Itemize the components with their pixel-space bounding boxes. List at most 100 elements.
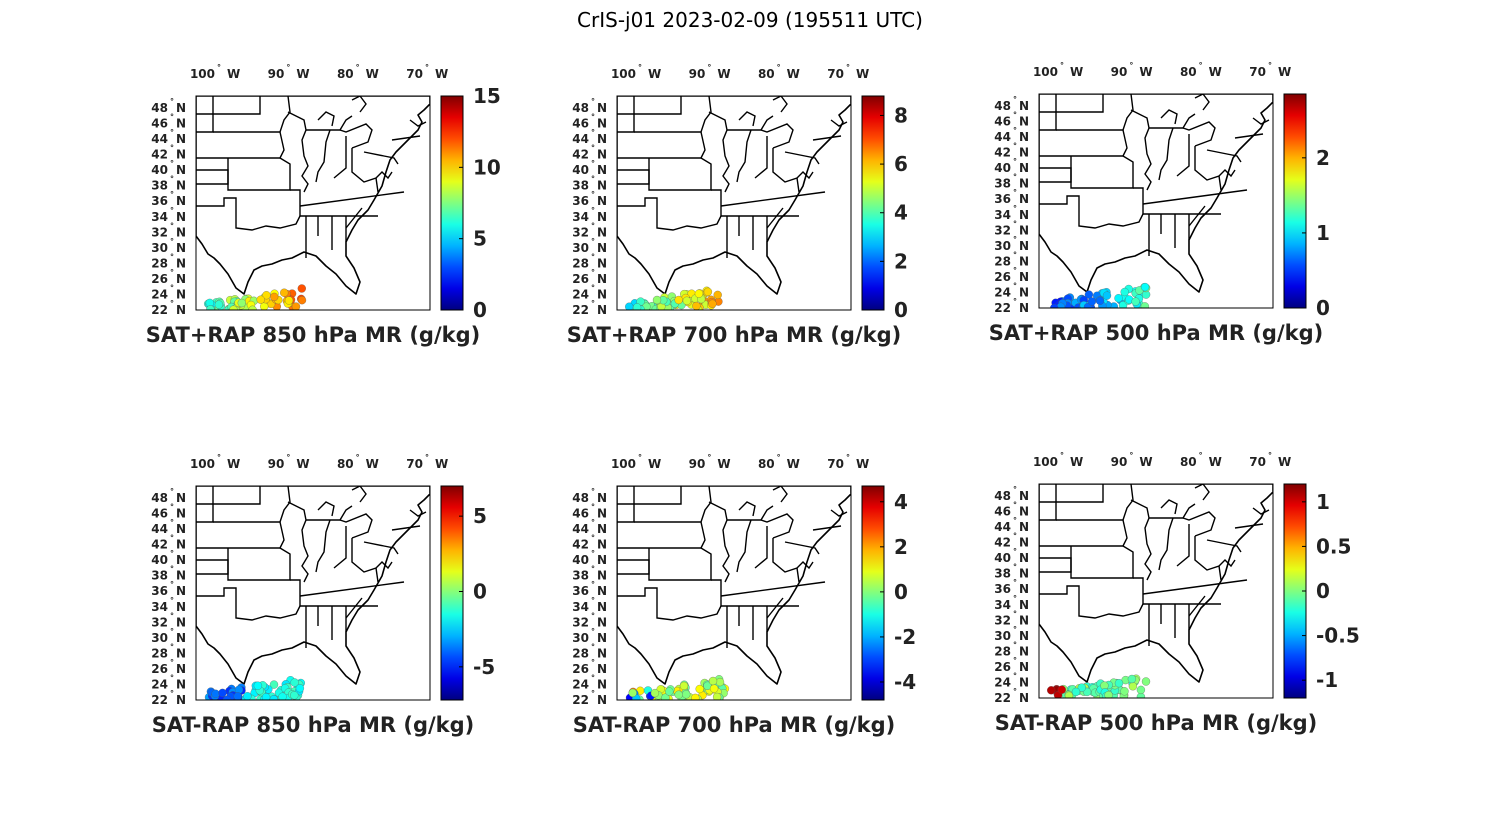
lat-tick-label: 30: [994, 239, 1011, 253]
lat-tick-label: 24: [572, 287, 589, 301]
lat-tick-label: 32: [994, 223, 1011, 237]
lon-tick-label: 70: [1249, 65, 1266, 79]
state-boundary: [720, 581, 826, 597]
state-boundary: [830, 119, 848, 127]
lat-suffix: N: [597, 101, 607, 115]
lon-suffix: W: [1070, 65, 1083, 79]
map-svg: 100 ° W 90 ° W 80 ° W 70 ° W48 ° N46 ° N44 ° N42 ° N40 ° N38 °…: [151, 453, 495, 737]
swath-point: [694, 289, 704, 298]
lat-tick-label: 42: [572, 148, 589, 162]
state-boundary: [766, 597, 784, 619]
state-boundary: [1130, 499, 1152, 581]
lat-tick-label: 24: [572, 677, 589, 691]
colorbar: [861, 485, 885, 701]
degree-symbol: °: [170, 627, 174, 636]
degree-symbol: °: [591, 689, 595, 698]
lat-tick-label: 44: [994, 520, 1011, 534]
lat-suffix: N: [1019, 146, 1029, 160]
swath-point: [278, 692, 287, 700]
swath-point: [713, 290, 722, 300]
lat-suffix: N: [597, 615, 607, 629]
lon-suffix: W: [1139, 455, 1152, 469]
degree-symbol: °: [591, 128, 595, 137]
degree-symbol: °: [170, 549, 174, 558]
state-boundary: [1252, 117, 1270, 125]
lon-suffix: W: [366, 457, 379, 471]
state-boundary: [1206, 149, 1242, 163]
degree-symbol: °: [170, 97, 174, 106]
lat-suffix: N: [176, 693, 186, 707]
degree-symbol: °: [1013, 609, 1017, 618]
lat-suffix: N: [1019, 489, 1029, 503]
state-boundary: [617, 96, 682, 115]
lat-tick-label: 24: [151, 677, 168, 691]
swath-point: [1136, 685, 1146, 695]
lat-tick-label: 48: [572, 491, 589, 505]
lat-tick-label: 36: [994, 582, 1011, 596]
state-boundary: [375, 567, 379, 583]
swath-point: [1102, 291, 1112, 300]
lat-tick-label: 48: [994, 489, 1011, 503]
lat-tick-label: 46: [572, 507, 589, 521]
lat-suffix: N: [1019, 536, 1029, 550]
state-boundary: [1130, 109, 1152, 191]
panel-title: SAT-RAP 850 hPa MR (g/kg): [152, 713, 475, 737]
state-boundary: [1133, 187, 1144, 214]
colorbar-tick-label: 0: [473, 298, 487, 322]
colorbar-tick-label: 5: [473, 227, 487, 251]
degree-symbol: °: [591, 299, 595, 308]
degree-symbol: °: [217, 453, 221, 462]
degree-symbol: °: [591, 503, 595, 512]
map-panel-sat-plus-rap-500: 100 ° W 90 ° W 80 ° W 70 ° W 48 ° N 46 ° N 44 ° N 42 ° N 40 ° N 38 °…: [963, 58, 1363, 362]
lat-suffix: N: [176, 163, 186, 177]
lon-tick-label: 80: [1180, 455, 1197, 469]
lat-tick-label: 36: [994, 192, 1011, 206]
lat-suffix: N: [176, 615, 186, 629]
degree-symbol: °: [1268, 451, 1272, 460]
map-panel-sat-minus-rap-500: 100 ° W 90 ° W 80 ° W 70 ° W 48 ° N 46 ° N 44 ° N 42 ° N 40 ° N 38 °…: [963, 448, 1363, 752]
state-boundary: [196, 486, 261, 505]
state-boundary: [391, 525, 421, 531]
panel-title: SAT+RAP 700 hPa MR (g/kg): [567, 323, 901, 347]
swath-point: [261, 693, 271, 700]
swath-point: [253, 681, 263, 690]
state-boundary: [213, 96, 291, 133]
degree-symbol: °: [170, 190, 174, 199]
degree-symbol: °: [286, 453, 290, 462]
state-boundary: [738, 501, 756, 517]
lat-suffix: N: [597, 194, 607, 208]
degree-symbol: °: [591, 565, 595, 574]
swath-point: [1047, 686, 1056, 695]
lat-suffix: N: [176, 646, 186, 660]
swath-point: [218, 688, 227, 698]
colorbar-tick-label: 10: [473, 155, 501, 179]
lon-suffix: W: [1209, 65, 1222, 79]
lat-suffix: N: [176, 569, 186, 583]
state-boundary: [1056, 94, 1134, 131]
panel-title: SAT-RAP 500 hPa MR (g/kg): [995, 711, 1318, 735]
lat-tick-label: 40: [994, 161, 1011, 175]
swath-point: [1050, 303, 1059, 308]
lat-suffix: N: [597, 241, 607, 255]
swath-point: [715, 677, 725, 687]
state-boundary: [299, 581, 405, 597]
lat-tick-label: 30: [572, 631, 589, 645]
lon-tick-label: 90: [689, 67, 706, 81]
degree-symbol: °: [591, 268, 595, 277]
degree-symbol: °: [1013, 578, 1017, 587]
degree-symbol: °: [591, 221, 595, 230]
degree-symbol: °: [1013, 142, 1017, 151]
state-boundary: [830, 509, 848, 517]
lon-suffix: W: [1278, 65, 1291, 79]
lat-suffix: N: [1019, 208, 1029, 222]
lon-suffix: W: [787, 457, 800, 471]
degree-symbol: °: [170, 580, 174, 589]
lat-tick-label: 34: [151, 600, 168, 614]
lat-suffix: N: [597, 132, 607, 146]
lat-tick-label: 44: [994, 130, 1011, 144]
lon-tick-label: 100: [190, 67, 215, 81]
lat-tick-label: 28: [151, 256, 168, 270]
degree-symbol: °: [591, 658, 595, 667]
colorbar-tick-label: -5: [473, 655, 495, 679]
colorbar-tick-label: -4: [894, 670, 916, 694]
